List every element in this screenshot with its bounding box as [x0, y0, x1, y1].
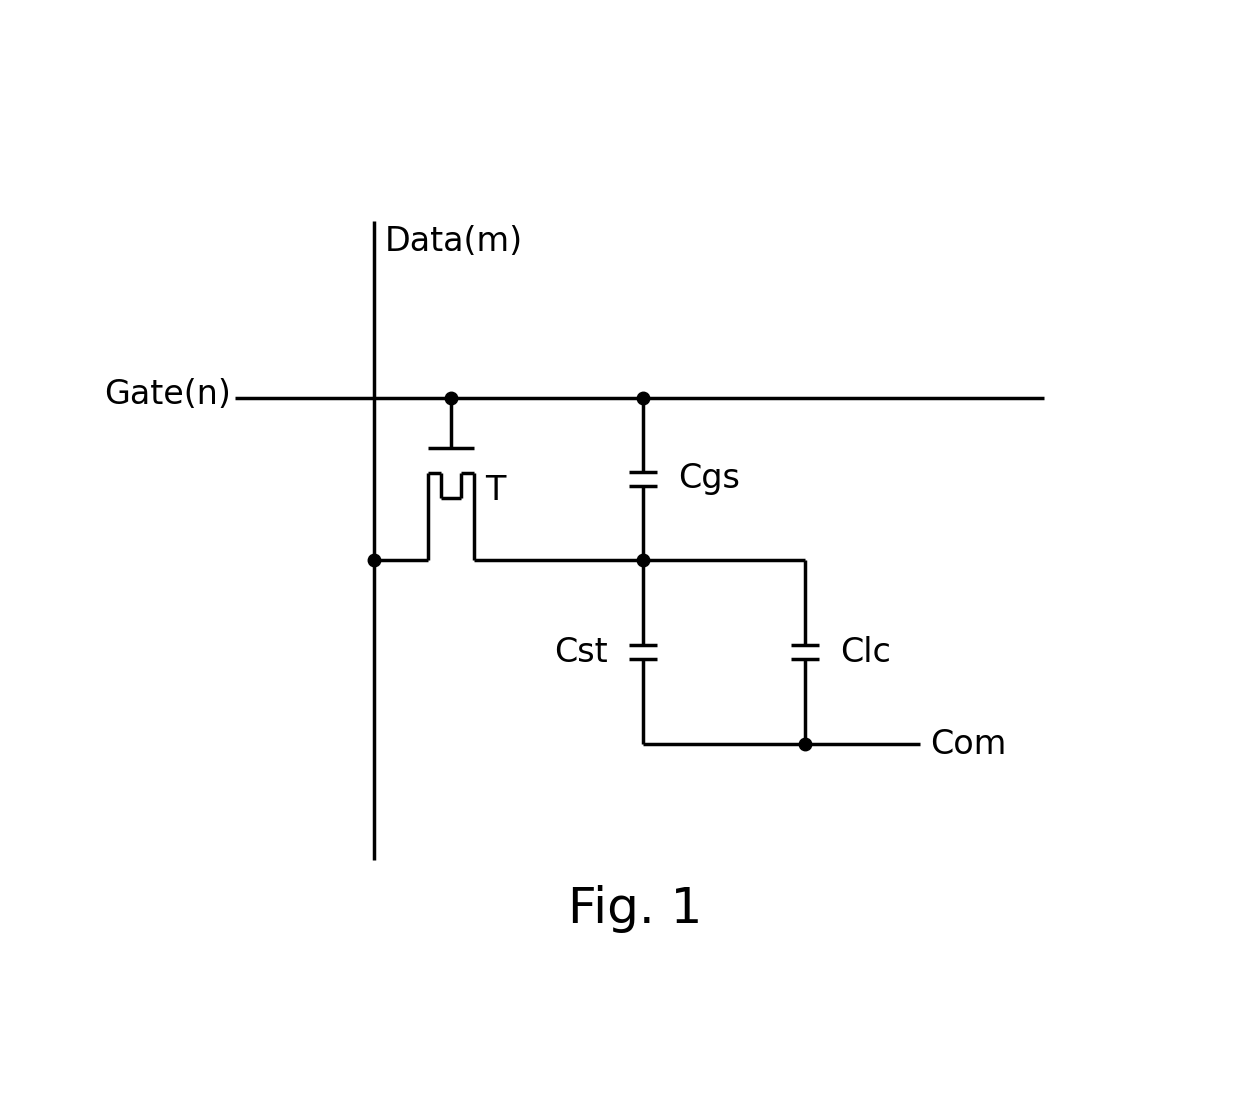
Text: T: T: [485, 473, 506, 506]
Text: Cgs: Cgs: [678, 463, 740, 495]
Text: Clc: Clc: [841, 636, 892, 669]
Text: Cst: Cst: [554, 636, 608, 669]
Text: Gate(n): Gate(n): [104, 378, 231, 411]
Text: Fig. 1: Fig. 1: [568, 886, 703, 933]
Text: Data(m): Data(m): [386, 225, 523, 258]
Text: Com: Com: [930, 728, 1006, 761]
